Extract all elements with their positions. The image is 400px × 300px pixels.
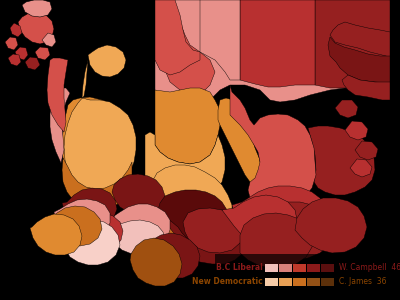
Polygon shape (335, 100, 358, 118)
Text: B.C Liberal: B.C Liberal (216, 263, 263, 272)
Polygon shape (345, 121, 368, 140)
Polygon shape (54, 199, 110, 239)
Polygon shape (183, 208, 243, 253)
Polygon shape (30, 214, 82, 255)
Polygon shape (110, 204, 170, 248)
Polygon shape (35, 47, 50, 60)
Polygon shape (165, 228, 178, 245)
Polygon shape (42, 33, 56, 47)
Polygon shape (295, 198, 367, 253)
Polygon shape (248, 202, 336, 260)
Polygon shape (22, 0, 52, 17)
Text: W. Campbell  46: W. Campbell 46 (339, 263, 400, 272)
Bar (279, 278, 292, 286)
Polygon shape (328, 37, 390, 83)
Polygon shape (232, 186, 328, 244)
Polygon shape (8, 54, 21, 66)
Polygon shape (145, 165, 232, 242)
Polygon shape (62, 158, 132, 210)
Polygon shape (47, 58, 68, 132)
Text: New Democratic: New Democratic (192, 278, 263, 286)
Polygon shape (330, 22, 390, 57)
Polygon shape (155, 0, 390, 105)
Polygon shape (240, 213, 313, 268)
Polygon shape (88, 45, 126, 77)
Polygon shape (50, 88, 70, 163)
Bar (321, 264, 334, 272)
Polygon shape (218, 98, 262, 185)
Polygon shape (25, 57, 40, 70)
Polygon shape (45, 206, 102, 246)
Bar (293, 264, 306, 272)
Polygon shape (155, 88, 220, 164)
Bar (307, 264, 320, 272)
Bar (279, 264, 292, 272)
Polygon shape (107, 220, 165, 256)
Polygon shape (342, 75, 390, 100)
Bar (307, 278, 320, 286)
Polygon shape (350, 159, 372, 177)
Bar (321, 278, 334, 286)
Text: C. James  36: C. James 36 (339, 278, 386, 286)
Bar (265, 264, 278, 272)
Polygon shape (62, 188, 117, 227)
Polygon shape (15, 47, 28, 60)
Polygon shape (145, 132, 225, 200)
Polygon shape (157, 190, 228, 243)
Polygon shape (112, 174, 165, 215)
Polygon shape (64, 60, 136, 192)
Polygon shape (355, 141, 378, 160)
Polygon shape (258, 115, 314, 188)
Polygon shape (62, 97, 132, 196)
Polygon shape (230, 85, 316, 205)
Polygon shape (240, 0, 315, 87)
Polygon shape (130, 238, 182, 286)
Polygon shape (222, 195, 297, 244)
Polygon shape (62, 220, 120, 265)
Polygon shape (5, 37, 18, 50)
Polygon shape (10, 23, 22, 37)
Polygon shape (167, 204, 248, 264)
Polygon shape (18, 12, 54, 44)
Polygon shape (140, 233, 200, 278)
Bar (293, 278, 306, 286)
Bar (215, 254, 397, 296)
Polygon shape (200, 0, 240, 80)
Polygon shape (308, 126, 375, 195)
Polygon shape (75, 212, 123, 251)
Bar (265, 278, 278, 286)
Polygon shape (155, 0, 215, 95)
Polygon shape (155, 0, 200, 75)
Polygon shape (315, 0, 390, 88)
